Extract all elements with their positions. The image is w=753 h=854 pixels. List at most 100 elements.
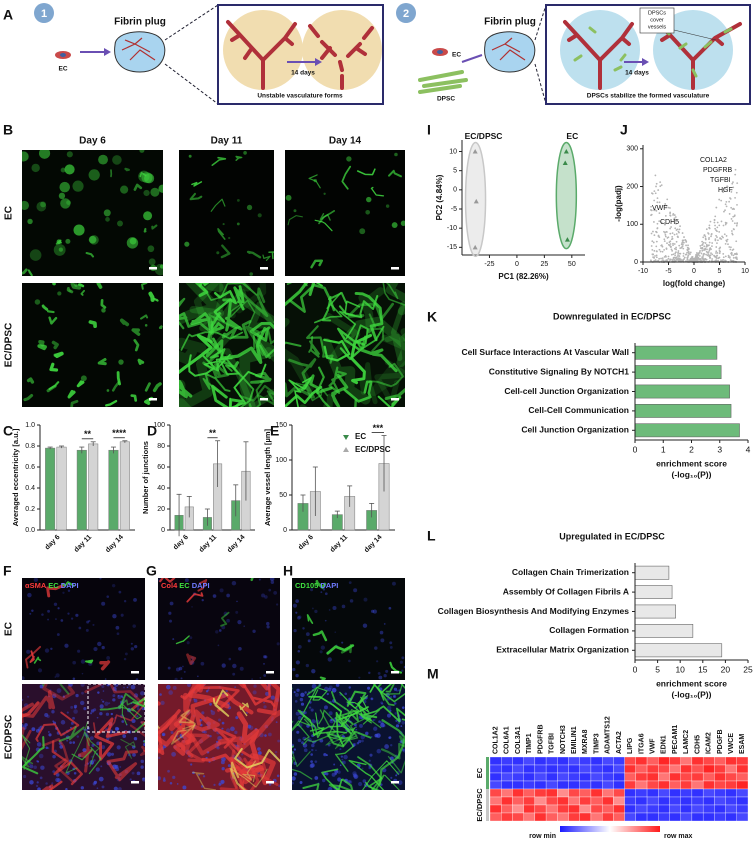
stained-structure [179, 398, 192, 407]
stained-cell [297, 649, 301, 653]
x-tick-label: 5 [718, 268, 722, 275]
stained-cell [45, 746, 49, 750]
stained-structure [331, 373, 349, 407]
point-cloud-dot [663, 238, 666, 241]
x-axis-label: (-log₁₀(P)) [672, 689, 712, 699]
heatmap-cell [489, 804, 502, 814]
heatmap-cell [646, 788, 659, 798]
point-cloud-dot [703, 245, 706, 248]
stained-cell [323, 192, 326, 195]
point-cloud-dot [654, 174, 657, 177]
stained-structure [180, 684, 240, 712]
stained-structure [133, 339, 140, 352]
stained-structure [203, 353, 233, 372]
heatmap-cell [545, 812, 558, 822]
stained-structure [179, 379, 193, 399]
heatmap-cell [523, 756, 536, 766]
stained-cell [67, 589, 71, 592]
stained-structure [189, 192, 203, 201]
stained-structure [190, 311, 221, 331]
point-cloud-dot [658, 257, 661, 260]
stained-structure [105, 399, 118, 407]
callout-text: vessels [648, 24, 667, 30]
stained-cell [55, 777, 60, 783]
stained-structure [65, 721, 88, 774]
heatmap-cell [613, 764, 625, 774]
point-cloud-dot [654, 192, 657, 195]
stain-name: EC [48, 581, 59, 590]
column-header: Day 14 [329, 136, 362, 147]
x-tick-label: 0 [633, 664, 638, 674]
stained-cell [117, 695, 120, 697]
colorbar [560, 826, 660, 832]
stained-structure [85, 251, 95, 258]
heatmap-cell [590, 788, 603, 798]
stained-structure [179, 334, 213, 375]
heatmap-cell [702, 756, 715, 766]
point-cloud-dot [713, 221, 716, 224]
fibrin-plug [114, 31, 166, 73]
heatmap-cell [669, 804, 681, 814]
stained-cell [367, 686, 371, 690]
stained-structure [61, 581, 75, 588]
stained-cell [135, 695, 138, 698]
stained-cell [121, 720, 125, 723]
stained-cell [393, 687, 398, 691]
heatmap-cell [489, 772, 502, 782]
point-cloud-dot [718, 252, 721, 255]
scale-bar [149, 398, 157, 401]
point-cloud-dot [702, 236, 705, 239]
stained-cell [299, 697, 304, 702]
point-cloud-dot [670, 238, 673, 241]
gene-label: MXRA8 [582, 729, 589, 754]
stained-cell [101, 601, 106, 606]
stained-structure [330, 691, 359, 725]
micrograph [292, 684, 405, 790]
point-cloud-dot [732, 228, 735, 230]
stained-cell [56, 688, 62, 694]
stained-structure [46, 584, 64, 598]
stained-cell [298, 615, 302, 619]
point-cloud-dot [702, 254, 705, 257]
point-cloud-dot [724, 242, 727, 245]
gene-label: ITGA6 [638, 733, 645, 754]
stained-structure [220, 611, 230, 627]
stained-cell [401, 706, 405, 709]
stained-cell [236, 198, 240, 202]
stained-cell [385, 669, 389, 673]
point-cloud-dot [671, 232, 674, 234]
bar [76, 449, 87, 531]
heatmap-cell [512, 788, 524, 798]
stained-cell [81, 672, 84, 675]
point-cloud-dot [730, 230, 733, 232]
stained-cell [230, 726, 235, 732]
point-cloud-dot [663, 255, 666, 258]
point-cloud-dot [709, 254, 712, 257]
heatmap-cell [714, 804, 726, 814]
heatmap-cell [669, 780, 681, 790]
stained-cell [158, 776, 161, 781]
dpsc-cells [663, 27, 733, 78]
point-cloud-dot [687, 244, 689, 247]
stained-cell [106, 389, 110, 392]
point-cloud-dot [664, 233, 667, 236]
stained-cell [93, 759, 96, 762]
stained-cell [295, 711, 300, 716]
x-axis-label: PC1 (82.26%) [498, 272, 549, 281]
heatmap-cell [523, 796, 536, 806]
point-cloud-dot [729, 197, 731, 199]
heatmap-cell [646, 804, 659, 814]
stained-structure [97, 357, 107, 366]
panel-label: K [427, 309, 437, 325]
point-cloud-dot [687, 251, 690, 254]
stained-cell [190, 660, 195, 665]
stained-cell [78, 626, 82, 630]
stained-cell [257, 213, 262, 218]
stained-structure [29, 650, 35, 663]
step-badge [396, 3, 416, 23]
duration: 14 days [291, 70, 315, 77]
legend-label: EC/DPSC [355, 445, 391, 454]
stained-structure [288, 283, 336, 313]
stained-cell [225, 689, 228, 693]
stained-structure [70, 399, 79, 407]
